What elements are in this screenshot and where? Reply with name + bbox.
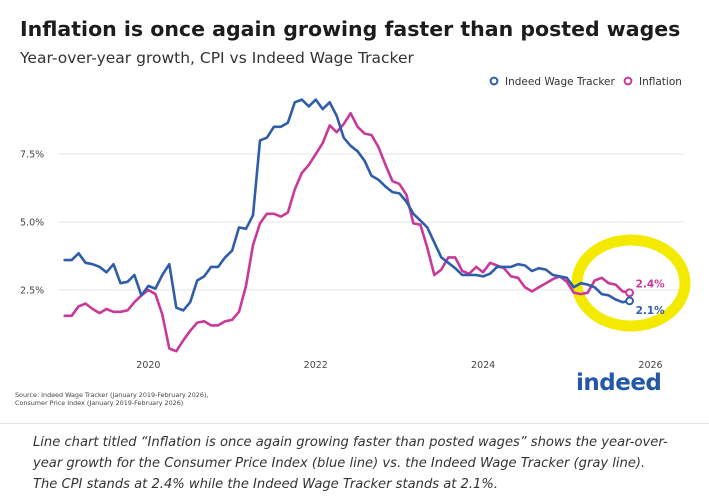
y-axis: 2.5% 5.0% 7.5% <box>20 150 44 297</box>
y-tick-label: 7.5% <box>20 150 44 161</box>
series-line-wage <box>63 98 631 312</box>
line-chart: 2.5% 5.0% 7.5% 2020 2022 2024 2026 Indeed Wag… <box>20 76 691 371</box>
end-marker-inflation <box>625 288 634 298</box>
series-layer <box>63 98 634 353</box>
indeed-logo: indeed <box>576 370 662 396</box>
legend: Indeed Wage Tracker Inflation <box>489 76 682 88</box>
legend-label-wage: Indeed Wage Tracker <box>505 76 616 88</box>
end-label-wage: 2.1% <box>636 305 666 317</box>
legend-marker-inflation <box>623 76 633 86</box>
highlight-circle <box>571 234 691 332</box>
legend-marker-wage <box>489 76 499 86</box>
end-marker-wage <box>625 296 634 306</box>
x-tick-label: 2020 <box>136 360 160 371</box>
source-line-1: Source: Indeed Wage Tracker (January 201… <box>15 391 209 399</box>
x-axis: 2020 2022 2024 2026 <box>136 360 662 371</box>
chart-subtitle: Year-over-year growth, CPI vs Indeed Wag… <box>20 49 414 67</box>
chart-title: Inflation is once again growing faster t… <box>20 17 681 41</box>
source-line-2: Consumer Price Index (January 2019-Febru… <box>15 399 184 407</box>
source-note: Source: Indeed Wage Tracker (January 201… <box>15 391 208 407</box>
series-line-inflation <box>63 111 631 353</box>
x-tick-label: 2026 <box>638 360 662 371</box>
x-tick-label: 2024 <box>471 360 495 371</box>
end-label-inflation: 2.4% <box>636 279 666 291</box>
legend-label-inflation: Inflation <box>639 76 682 88</box>
image-caption: Line chart titled “Inflation is once aga… <box>33 435 668 492</box>
highlight-circle-layer <box>571 234 691 332</box>
y-tick-label: 5.0% <box>20 218 44 229</box>
x-tick-label: 2022 <box>304 360 328 371</box>
y-tick-label: 2.5% <box>20 286 44 297</box>
caption-divider <box>0 423 709 424</box>
